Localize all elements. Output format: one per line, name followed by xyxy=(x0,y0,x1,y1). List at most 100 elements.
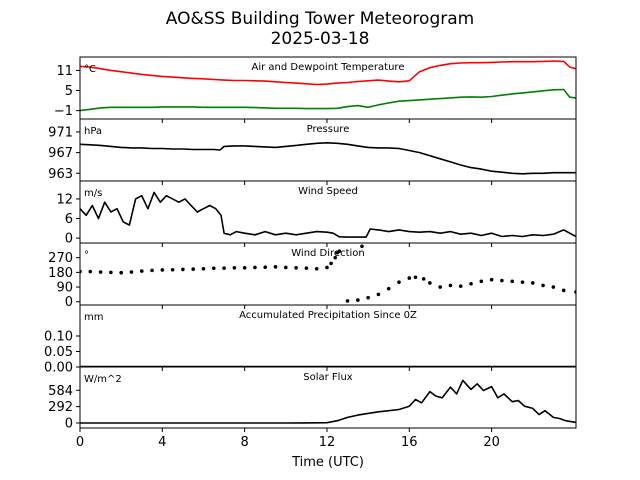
y-tick-label: 0.10 xyxy=(44,330,73,345)
y-tick-label: 584 xyxy=(48,384,73,399)
wind-direction-point xyxy=(397,280,401,284)
wind-direction-point xyxy=(273,265,278,269)
wind-direction-point xyxy=(407,276,412,280)
y-tick-label: 12 xyxy=(56,192,73,207)
x-tick-label: 20 xyxy=(483,435,500,450)
wind-direction-point xyxy=(201,266,206,271)
panel-title: Pressure xyxy=(307,124,350,135)
panel-title: Wind Speed xyxy=(298,186,358,197)
wind-direction-point xyxy=(500,278,504,283)
figure-title: AO&SS Building Tower Meteorogram xyxy=(166,9,474,29)
wind-direction-point xyxy=(325,265,329,270)
wind-direction-point xyxy=(211,266,216,271)
wind-direction-point xyxy=(191,267,195,271)
wind-direction-point xyxy=(360,244,364,249)
y-tick-label: 0.05 xyxy=(44,345,73,360)
wind-direction-point xyxy=(129,270,134,274)
wind-direction-point xyxy=(366,295,370,300)
wind-direction-point xyxy=(356,298,360,302)
panels: Air and Dewpoint Temperature °C −1 5 11 Press… xyxy=(44,56,577,450)
x-tick-label: 8 xyxy=(241,435,249,450)
panel-title: Accumulated Precipitation Since 0Z xyxy=(239,310,417,321)
wind-direction-point xyxy=(304,266,309,270)
pressure-line-0 xyxy=(80,142,576,175)
wind-direction-point xyxy=(242,266,247,270)
y-tick-label: 11 xyxy=(56,64,73,79)
wind-direction-point xyxy=(489,277,494,282)
x-tick-label: 16 xyxy=(401,435,418,450)
wind-direction-point xyxy=(170,267,175,272)
y-tick-label: 0.00 xyxy=(44,361,73,376)
x-axis-label: Time (UTC) xyxy=(291,455,364,470)
wind-direction-point xyxy=(413,275,418,280)
panel-frame xyxy=(79,366,577,429)
wind-direction-point xyxy=(530,281,535,285)
y-tick-label: 180 xyxy=(48,266,73,281)
figure-date: 2025-03-18 xyxy=(271,29,370,49)
wind-direction-point xyxy=(232,266,237,270)
wind-direction-point xyxy=(98,270,103,274)
wind-direction-point xyxy=(263,265,268,269)
wind-direction-point xyxy=(294,266,298,270)
y-tick-label: 292 xyxy=(48,400,73,415)
wind-direction-point xyxy=(428,281,432,285)
wind-direction-point xyxy=(376,292,381,297)
unit-label: hPa xyxy=(84,126,102,137)
x-tick-label: 4 xyxy=(158,435,166,450)
panel-accumulated-precipitation-since-0z: Accumulated Precipitation Since 0Z mm 0.00… xyxy=(44,304,577,376)
y-tick-label: 967 xyxy=(48,146,73,161)
y-tick-label: 0 xyxy=(65,232,73,247)
wind-direction-point xyxy=(88,269,93,274)
unit-label: mm xyxy=(84,312,103,323)
unit-label: °C xyxy=(84,64,96,75)
wind-direction-point xyxy=(333,255,338,260)
wind-direction-point xyxy=(438,285,442,289)
y-tick-label: 90 xyxy=(56,281,73,296)
wind-direction-point xyxy=(561,288,566,293)
wind-direction-point xyxy=(150,268,154,273)
air-and-dewpoint-temperature-line-1 xyxy=(80,88,576,112)
x-tick-label: 12 xyxy=(319,435,336,450)
wind-direction-point xyxy=(314,266,319,271)
wind-direction-point xyxy=(551,285,556,289)
wind-direction-point xyxy=(109,270,113,275)
y-tick-label: 5 xyxy=(65,84,73,99)
wind-direction-point xyxy=(222,266,226,270)
panel-title: Air and Dewpoint Temperature xyxy=(252,62,405,73)
unit-label: m/s xyxy=(84,188,102,199)
air-and-dewpoint-temperature-line-0 xyxy=(80,60,576,86)
panel-title: Wind Direction xyxy=(291,248,365,259)
y-tick-label: 270 xyxy=(48,251,73,266)
wind-direction-point xyxy=(448,283,453,288)
wind-direction-point xyxy=(520,280,525,284)
wind-direction-point xyxy=(139,269,144,273)
y-tick-label: 0 xyxy=(65,416,73,431)
panel-title: Solar Flux xyxy=(303,372,353,383)
wind-direction-point xyxy=(160,268,165,272)
wind-direction-point xyxy=(329,261,333,266)
y-tick-label: 971 xyxy=(48,125,73,140)
wind-direction-point xyxy=(458,284,463,289)
panel-pressure: Pressure hPa 963 967 971 xyxy=(48,118,577,185)
wind-direction-point xyxy=(119,270,123,275)
wind-direction-point xyxy=(345,299,350,303)
wind-speed-line-0 xyxy=(80,191,576,238)
wind-direction-point xyxy=(284,265,288,270)
panel-air-and-dewpoint-temperature: Air and Dewpoint Temperature °C −1 5 11 xyxy=(54,56,577,123)
y-tick-label: 963 xyxy=(48,167,73,182)
wind-direction-point xyxy=(386,286,391,291)
panel-wind-speed: Wind Speed m/s 0 6 12 xyxy=(56,180,577,247)
y-tick-label: −1 xyxy=(54,104,73,119)
wind-direction-point xyxy=(337,249,342,253)
unit-label: ° xyxy=(84,250,89,261)
wind-direction-point xyxy=(510,279,514,284)
wind-direction-point xyxy=(479,279,484,284)
wind-direction-point xyxy=(469,281,473,286)
wind-direction-point xyxy=(253,265,257,270)
solar-flux-line-0 xyxy=(80,379,576,424)
wind-direction-point xyxy=(421,277,426,281)
wind-direction-point xyxy=(181,267,185,272)
unit-label: W/m^2 xyxy=(84,374,122,385)
